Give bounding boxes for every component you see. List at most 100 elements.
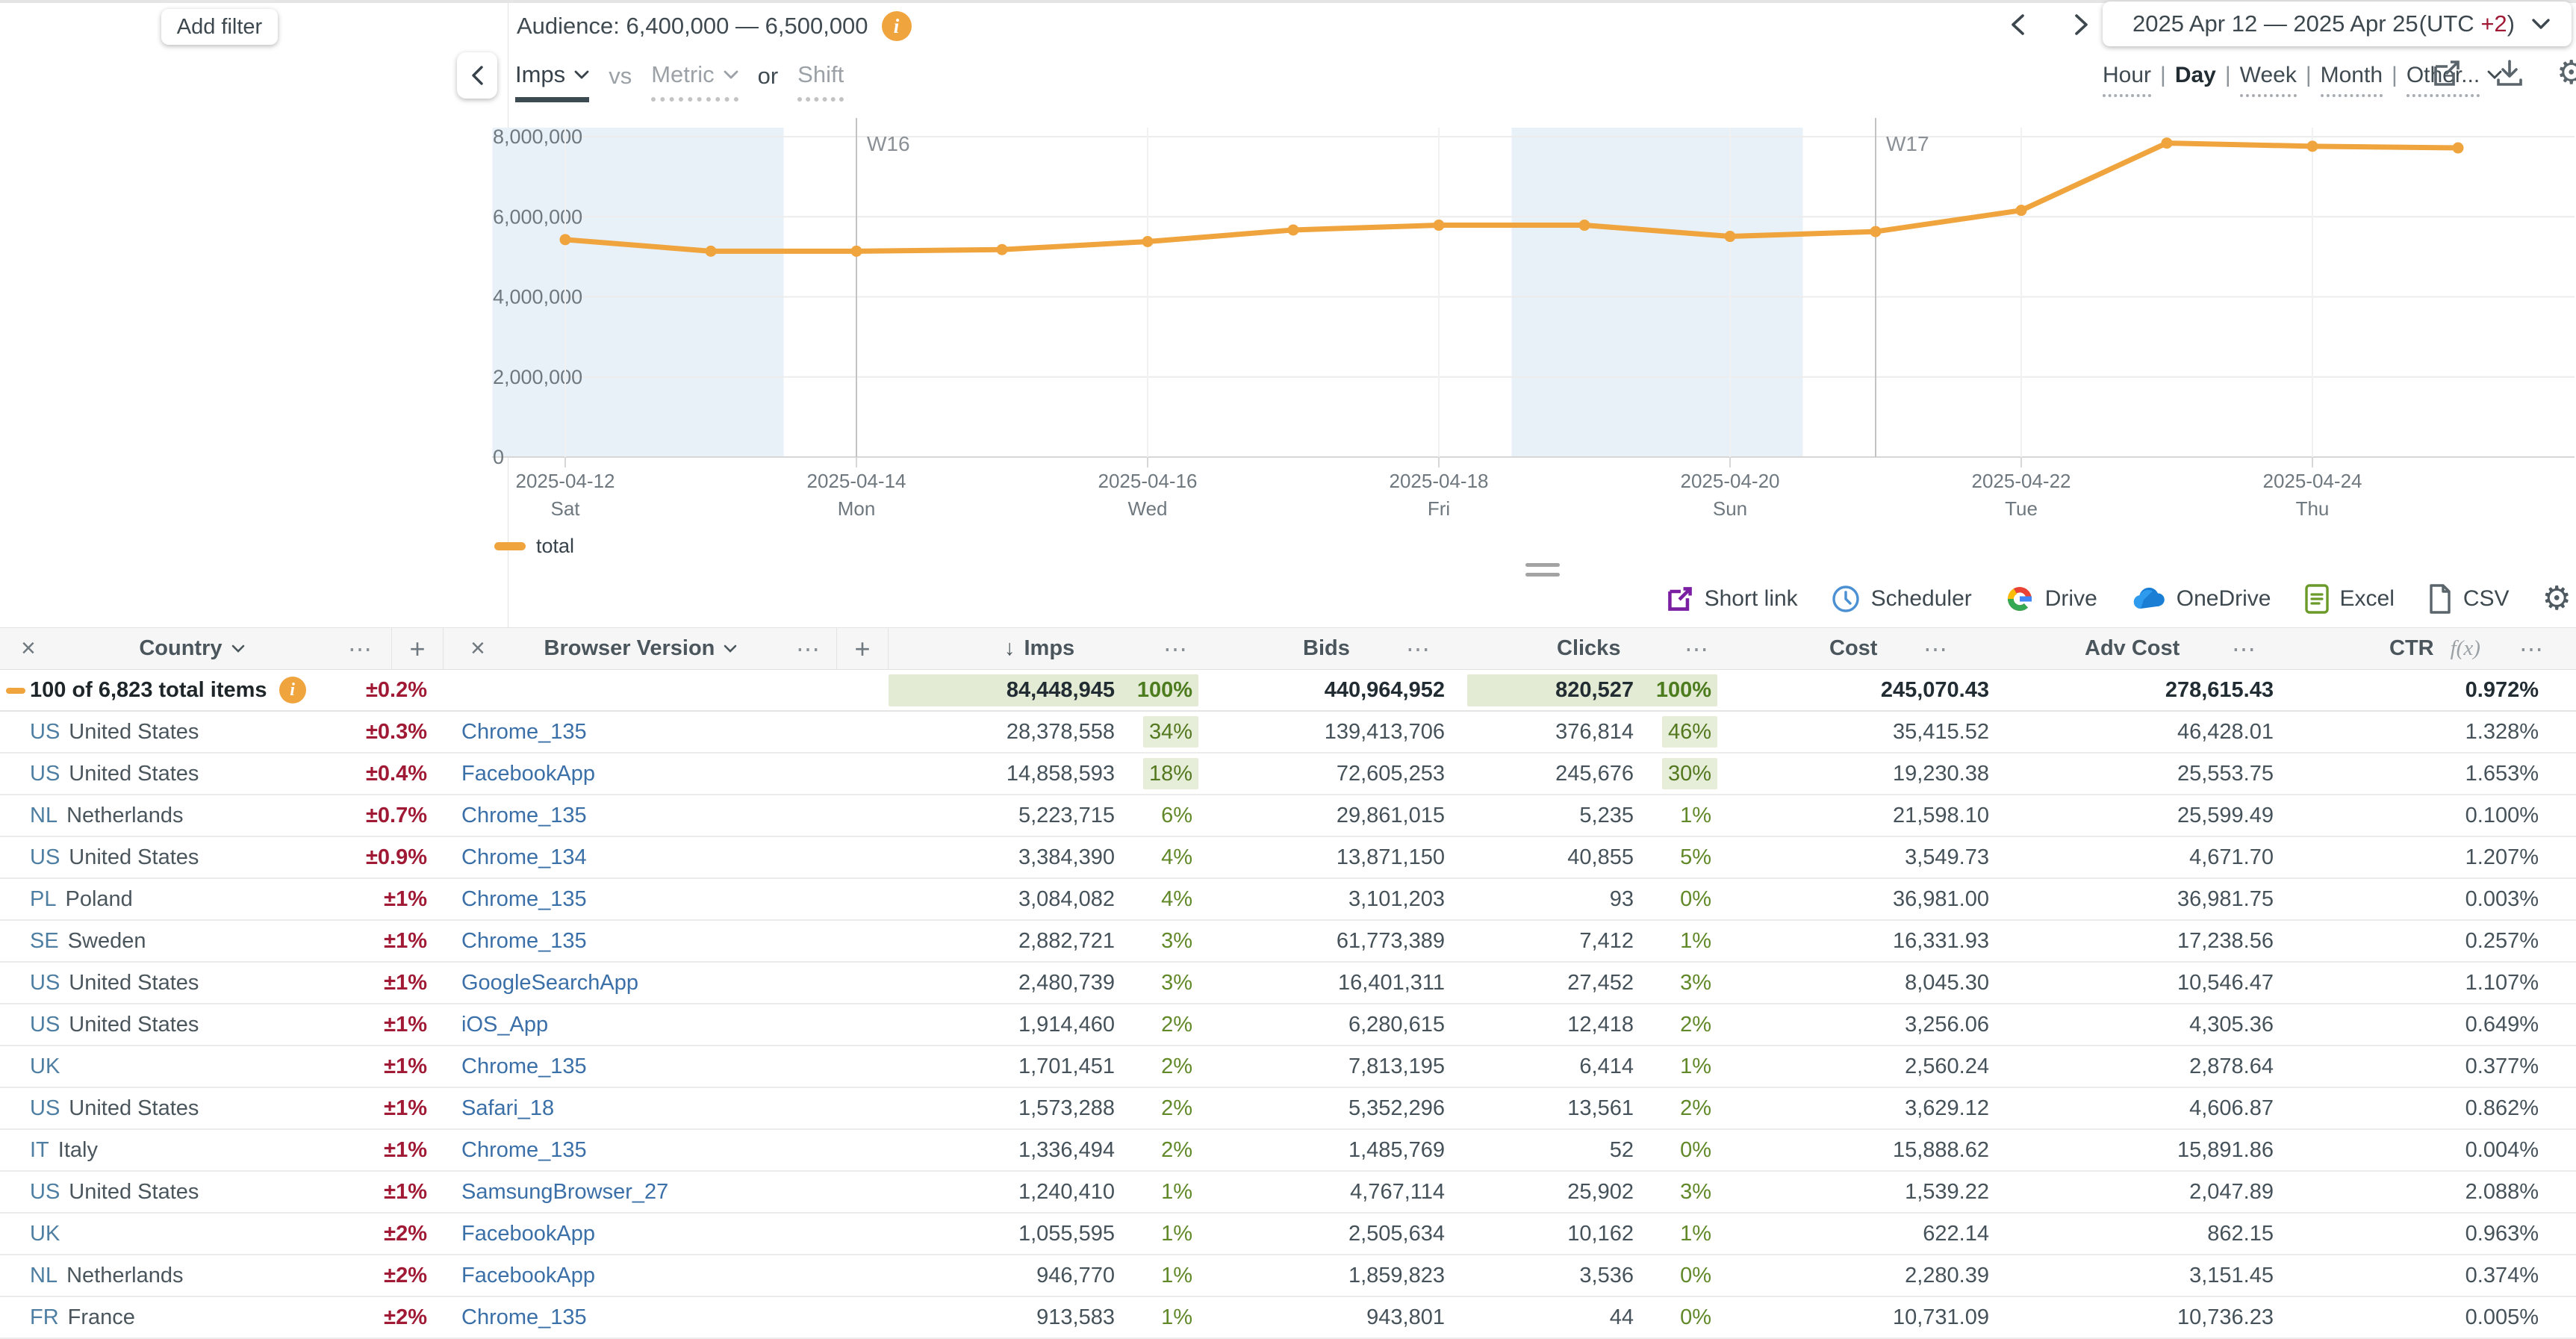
error-margin: ±1% [384, 886, 427, 911]
data-point[interactable] [1724, 231, 1736, 243]
bids-header-label[interactable]: Bids [1303, 636, 1350, 660]
bids-cell-value: 139,413,706 [1324, 719, 1445, 744]
error-margin: ±1% [384, 1012, 427, 1037]
data-point[interactable] [559, 234, 571, 246]
collapse-chart-button[interactable] [457, 52, 497, 99]
browser-link[interactable]: FacebookApp [461, 761, 595, 786]
clicks-header-label[interactable]: Clicks [1557, 636, 1621, 660]
chevron-right-icon[interactable] [2071, 12, 2092, 37]
shift-option[interactable]: Shift [797, 61, 844, 102]
scheduler-button[interactable]: Scheduler [1831, 584, 1972, 614]
data-point[interactable] [1870, 226, 1882, 237]
onedrive-button[interactable]: OneDrive [2130, 586, 2271, 612]
vs-label: vs [609, 63, 632, 89]
week-marker-label: W16 [867, 132, 910, 155]
chevron-down-icon[interactable] [2487, 70, 2502, 80]
add-filter-button[interactable]: Add filter [161, 9, 278, 45]
compare-metric-dropdown[interactable]: Metric [651, 61, 738, 102]
data-point[interactable] [2015, 205, 2027, 217]
compare-metric-placeholder: Metric [651, 61, 715, 87]
browser-link[interactable]: GoogleSearchApp [461, 970, 638, 995]
cost-column-menu-icon[interactable]: ⋯ [1923, 635, 1949, 662]
browser-column-menu-icon[interactable]: ⋯ [796, 635, 822, 662]
browser-link[interactable]: Chrome_135 [461, 1137, 587, 1162]
browser-link[interactable]: Chrome_135 [461, 1054, 587, 1078]
adv-cost-column-menu-icon[interactable]: ⋯ [2232, 635, 2257, 662]
browser-link[interactable]: Chrome_135 [461, 803, 587, 827]
browser-cell: Chrome_135 [444, 804, 889, 828]
info-icon[interactable]: i [279, 677, 306, 703]
cost-cell: 16,331.93 [1807, 921, 2001, 961]
granularity-day[interactable]: Day [2174, 63, 2216, 87]
info-icon[interactable]: i [881, 11, 912, 41]
data-point[interactable] [2161, 137, 2173, 149]
browser-link[interactable]: SamsungBrowser_27 [461, 1179, 669, 1204]
clicks-cell: 10,162 1% [1467, 1214, 1807, 1254]
audience-summary: Audience: 6,400,000 — 6,500,000 i [517, 11, 912, 41]
bids-column-menu-icon[interactable]: ⋯ [1406, 635, 1431, 662]
data-point[interactable] [1433, 220, 1445, 232]
error-margin: ±1% [384, 1054, 427, 1078]
legend-item-total[interactable]: total [494, 535, 574, 558]
resize-drag-handle[interactable] [1525, 563, 1560, 582]
data-point[interactable] [996, 243, 1008, 255]
ctr-header-label[interactable]: CTR f(x) [2389, 636, 2480, 660]
add-dimension-button[interactable]: + [836, 628, 889, 669]
bids-cell: 1,485,769 [1225, 1130, 1467, 1170]
data-point[interactable] [705, 245, 717, 257]
browser-cell: Chrome_135 [444, 1054, 889, 1079]
country-column-menu-icon[interactable]: ⋯ [348, 635, 373, 662]
data-point[interactable] [2452, 142, 2464, 154]
remove-browser-column-icon[interactable]: × [470, 634, 485, 662]
download-icon[interactable] [2494, 58, 2525, 89]
imps-header-label[interactable]: ↓ Imps [1004, 636, 1075, 660]
browser-link[interactable]: Safari_18 [461, 1096, 555, 1120]
table-settings-gear-icon[interactable]: ⚙ [2542, 580, 2572, 617]
browser-link[interactable]: Chrome_135 [461, 886, 587, 911]
granularity-month[interactable]: Month [2320, 63, 2383, 97]
primary-metric-dropdown[interactable]: Imps [515, 61, 590, 102]
short-link-button[interactable]: Short link [1666, 585, 1798, 613]
add-dimension-button[interactable]: + [391, 628, 444, 669]
browser-link[interactable]: Chrome_134 [461, 845, 587, 869]
adv-cost-cell: 15,891.86 [2001, 1130, 2285, 1170]
adv-cost-header-label[interactable]: Adv Cost [2085, 636, 2180, 660]
browser-link[interactable]: Chrome_135 [461, 928, 587, 953]
ctr-cell: 1.653% [2285, 754, 2576, 794]
imps-column-menu-icon[interactable]: ⋯ [1163, 635, 1189, 662]
data-point[interactable] [1578, 220, 1590, 232]
drive-button[interactable]: Drive [2005, 584, 2097, 614]
cost-header-label[interactable]: Cost [1829, 636, 1878, 660]
csv-button[interactable]: CSV [2427, 583, 2510, 615]
bids-cell-value: 29,861,015 [1336, 803, 1445, 827]
remove-country-column-icon[interactable]: × [21, 634, 36, 662]
data-point[interactable] [1142, 235, 1154, 247]
clicks-value: 5,235 [1579, 803, 1634, 827]
open-in-new-icon[interactable] [2431, 58, 2463, 89]
date-range-picker[interactable]: 2025 Apr 12 — 2025 Apr 25 (UTC +2) [2103, 1, 2572, 46]
gear-icon[interactable]: ⚙ [2557, 55, 2576, 91]
browser-link[interactable]: FacebookApp [461, 1221, 595, 1246]
bids-cell-value: 440,964,952 [1324, 677, 1445, 702]
data-point[interactable] [2306, 140, 2318, 152]
country-cell: NL Netherlands ±0.7% [0, 795, 444, 836]
browser-link[interactable]: Chrome_135 [461, 719, 587, 744]
imps-value: 913,583 [1036, 1305, 1115, 1329]
browser-header-label[interactable]: Browser Version [544, 636, 738, 661]
imps-share-value: 34% [1142, 715, 1198, 748]
browser-link[interactable]: iOS_App [461, 1012, 549, 1037]
imps-value: 84,448,945 [1006, 677, 1115, 702]
granularity-hour[interactable]: Hour [2103, 63, 2152, 97]
browser-link[interactable]: Chrome_135 [461, 1305, 587, 1329]
clicks-column-menu-icon[interactable]: ⋯ [1684, 635, 1710, 662]
browser-link[interactable]: FacebookApp [461, 1263, 595, 1287]
chevron-left-icon[interactable] [2007, 12, 2028, 37]
data-point[interactable] [850, 245, 862, 257]
granularity-week[interactable]: Week [2239, 63, 2297, 97]
ctr-cell-value: 0.649% [2465, 1012, 2539, 1037]
ctr-column-menu-icon[interactable]: ⋯ [2519, 635, 2545, 662]
top-edge-strip [0, 0, 2576, 3]
country-header-label[interactable]: Country [139, 636, 244, 661]
excel-button[interactable]: Excel [2304, 583, 2395, 615]
data-point[interactable] [1287, 224, 1299, 236]
